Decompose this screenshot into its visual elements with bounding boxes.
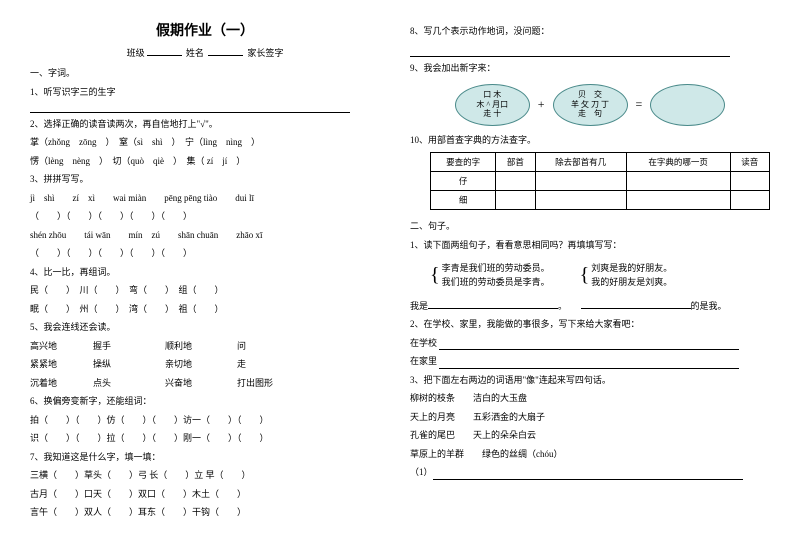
s3: 3、把下面左右两边的词语用"像"连起来写四句话。: [410, 374, 770, 388]
s3-row-3: 草原上的羊群 绿色的丝绸（chóu）: [410, 448, 770, 462]
q5-row-2: 沉着地 点头 兴奋地 打出图形: [30, 377, 380, 391]
table-header-row: 要查的字 部首 除去部首有几 在字典的哪一页 读音: [431, 153, 770, 172]
q5-row-1: 紧紧地 操纵 亲切地 走: [30, 358, 380, 372]
brace-row: { 李青是我们班的劳动委员。 我们班的劳动委员是李青。 { 刘爽是我的好朋友。 …: [410, 257, 770, 294]
equals-sign: =: [636, 97, 643, 112]
s2: 2、在学校、家里，我能做的事很多，写下来给大家看吧：: [410, 318, 770, 332]
s1: 1、读下面两组句子，看看意思相同吗？再填填写写：: [410, 239, 770, 253]
s2-b: 在家里: [410, 355, 770, 369]
section-1: 一、字词。: [30, 67, 380, 81]
s3-row-0: 柳树的枝条 洁白的大玉盘: [410, 392, 770, 406]
brace-group-2: { 刘爽是我的好朋友。 我的好朋友是刘爽。: [580, 261, 673, 290]
q7-row-0: 三横（ ）草头（ ）弓 长（ ）立 早（ ）: [30, 469, 380, 483]
brace-icon: {: [580, 265, 590, 285]
q5: 5、我会连线还会读。: [30, 321, 380, 335]
cell-char-0: 仔: [431, 172, 496, 191]
label-class: 班级: [127, 48, 145, 58]
s2-a: 在学校: [410, 337, 770, 351]
q2-row-0: 掌（zhǒng zōng ） 窒（sì shì ） 宁（lìng nìng ）: [30, 136, 380, 150]
label-name: 姓名: [186, 48, 204, 58]
bubble-diagram: 口 木 木 ^ 月口 走 十 + 贝 交 羊 攵 刀 丁 走 句 =: [410, 84, 770, 126]
q1: 1、听写识字三的生字: [30, 86, 380, 113]
left-column: 假期作业（一） 班级 姓名 家长签字 一、字词。 1、听写识字三的生字 2、选择…: [30, 20, 380, 534]
brace1-l1: 李青是我们班的劳动委员。: [442, 261, 550, 275]
bubble-3: [650, 84, 725, 126]
q6: 6、换偏旁变新字，还能组词：: [30, 395, 380, 409]
page-title: 假期作业（一）: [30, 20, 380, 40]
q4-row-1: 眠（ ） 州（ ） 湾（ ） 祖（ ）: [30, 303, 380, 317]
th-3: 在字典的哪一页: [626, 153, 730, 172]
label-parent: 家长签字: [247, 48, 283, 58]
brace2-l1: 刘爽是我的好朋友。: [591, 261, 672, 275]
lookup-table: 要查的字 部首 除去部首有几 在字典的哪一页 读音 仔 细: [430, 152, 770, 210]
q3-row-0: jì shì zí xì wai miàn pēng pēng tiào dui…: [30, 192, 380, 206]
s3-row-2: 孔雀的尾巴 天上的朵朵白云: [410, 429, 770, 443]
bubble-1: 口 木 木 ^ 月口 走 十: [455, 84, 530, 126]
q7-row-2: 言午（ ）双人（ ）耳东（ ）干钩（ ）: [30, 506, 380, 520]
q3-row-1: （ ）（ ）（ ）（ ）（ ）: [30, 210, 380, 224]
table-row: 仔: [431, 172, 770, 191]
s3-row-1: 天上的月亮 五彩洒金的大扇子: [410, 411, 770, 425]
q4: 4、比一比，再组词。: [30, 266, 380, 280]
header-fields: 班级 姓名 家长签字: [30, 46, 380, 59]
th-0: 要查的字: [431, 153, 496, 172]
cell-char-1: 细: [431, 191, 496, 210]
brace-icon: {: [430, 265, 440, 285]
q8: 8、写几个表示动作地词，没问题：: [410, 25, 770, 39]
q3-row-2: shén zhōu tái wān mín zú shān chuān zhāo…: [30, 229, 380, 243]
th-1: 部首: [496, 153, 535, 172]
q9: 9、我会加出新字来：: [410, 62, 770, 76]
q2-row-1: 愣（lèng nèng ） 切（quò qiè ） 集（ zí jí ）: [30, 155, 380, 169]
section-2: 二、句子。: [410, 220, 770, 234]
s1-fill: 我是。 的是我。: [410, 299, 770, 314]
q7-row-1: 古月（ ）口天（ ）双口（ ）木土（ ）: [30, 488, 380, 502]
q6-row-0: 拍（ ）（ ）仿（ ）（ ）访一（ ）（ ）: [30, 414, 380, 428]
brace1-l2: 我们班的劳动委员是李青。: [442, 275, 550, 289]
brace2-l2: 我的好朋友是刘爽。: [591, 275, 672, 289]
s3-num: （1）: [410, 466, 770, 480]
q3-row-3: （ ）（ ）（ ）（ ）（ ）: [30, 247, 380, 261]
th-4: 读音: [730, 153, 769, 172]
q10: 10、用部首查字典的方法查字。: [410, 134, 770, 148]
q3: 3、拼拼写写。: [30, 173, 380, 187]
q8-blank: [410, 44, 770, 58]
th-2: 除去部首有几: [535, 153, 626, 172]
right-column: 8、写几个表示动作地词，没问题： 9、我会加出新字来： 口 木 木 ^ 月口 走…: [410, 20, 770, 534]
q2: 2、选择正确的读音读两次，再自信地打上"√"。: [30, 118, 380, 132]
q7: 7、我知道这是什么字，填一填：: [30, 451, 380, 465]
table-row: 细: [431, 191, 770, 210]
bubble-2: 贝 交 羊 攵 刀 丁 走 句: [553, 84, 628, 126]
plus-sign: +: [538, 97, 545, 112]
q6-row-1: 识（ ）（ ）拉（ ）（ ）刚一（ ）（ ）: [30, 432, 380, 446]
brace-group-1: { 李青是我们班的劳动委员。 我们班的劳动委员是李青。: [430, 261, 550, 290]
q5-row-0: 高兴地 握手 顺利地 问: [30, 340, 380, 354]
q4-row-0: 民（ ） 川（ ） 弯（ ） 组（ ）: [30, 284, 380, 298]
